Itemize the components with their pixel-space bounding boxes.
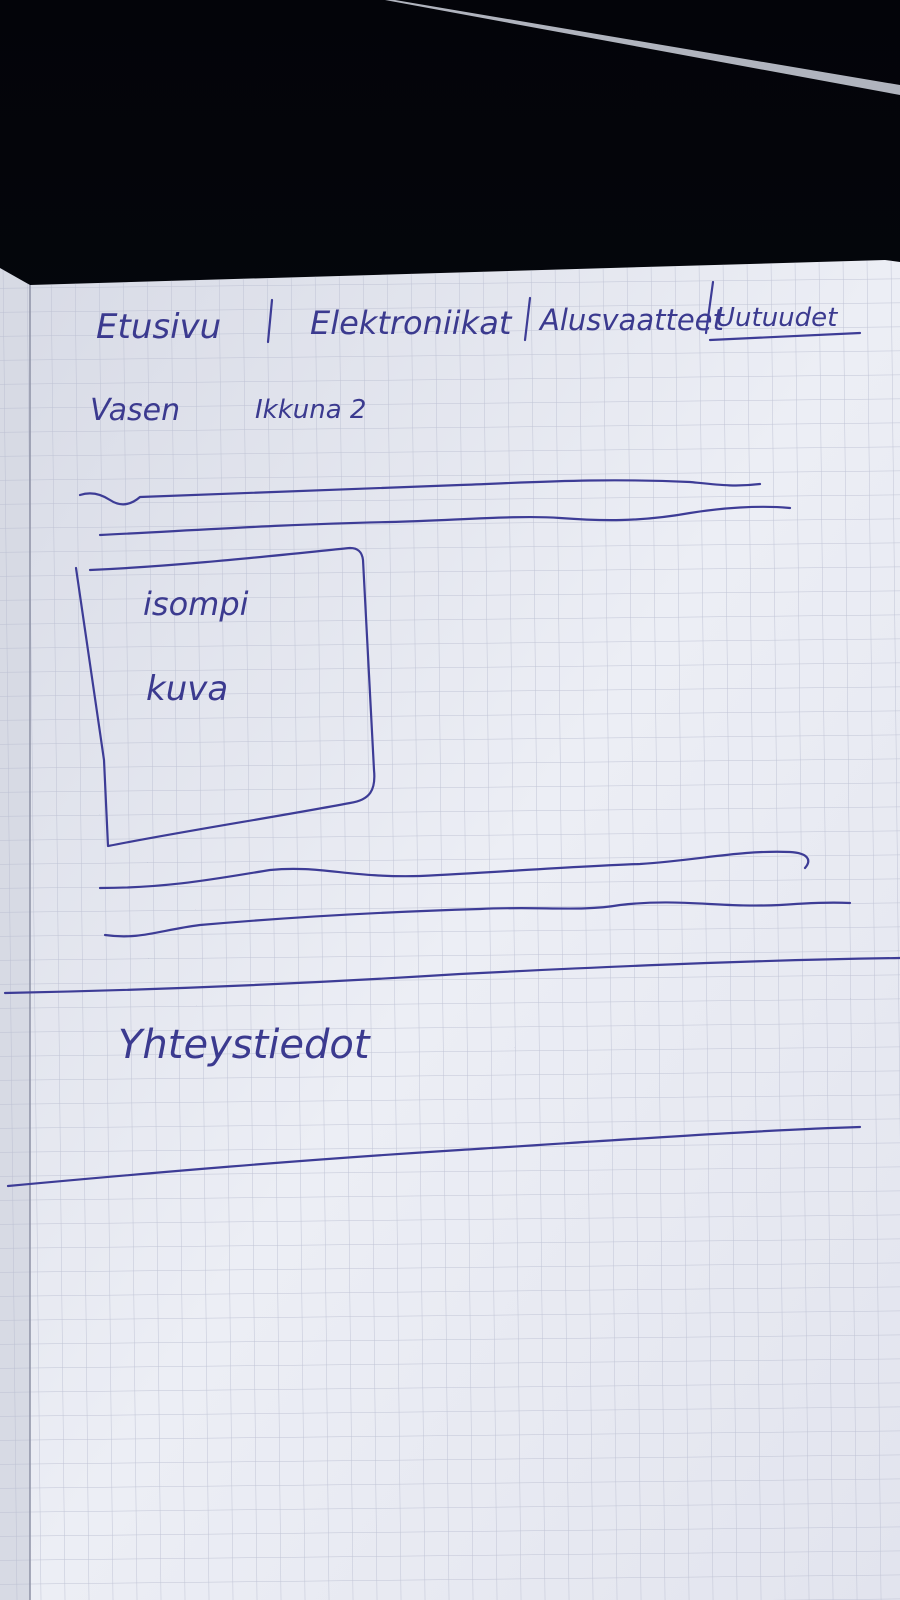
nav-item-uutuudet: Uutuudet [716, 303, 838, 333]
image-box-text-line-2: kuva [146, 669, 228, 709]
image-placeholder-box: isompi kuva [74, 546, 376, 848]
paper-edge-top [385, 0, 900, 95]
nav-sketch: Etusivu Elektroniikat Alusvaatteet Uutuu… [96, 280, 862, 347]
image-box-text-line-1: isompi [143, 585, 249, 623]
nav-item-alusvaatteet: Alusvaatteet [538, 303, 726, 337]
footer-divider [3, 956, 900, 995]
text-placeholder-line [103, 901, 852, 938]
nav-underline [708, 331, 862, 342]
nav-item-elektroniikat: Elektroniikat [310, 304, 513, 342]
nav-item-etusivu: Etusivu [96, 307, 221, 347]
grid-pattern [30, 260, 900, 1600]
row-label-left: Vasen [90, 393, 180, 428]
nav-divider [266, 298, 274, 344]
text-placeholder-line [78, 479, 762, 506]
nav-divider [523, 296, 532, 342]
text-placeholder-line [98, 505, 792, 537]
nav-divider [704, 280, 715, 335]
row-label-right: Ikkuna 2 [255, 395, 366, 425]
bottom-divider [6, 1125, 862, 1188]
footer-label: Yhteystiedot [118, 1022, 371, 1068]
text-placeholder-line [98, 850, 810, 890]
image-box-outline [74, 546, 376, 848]
